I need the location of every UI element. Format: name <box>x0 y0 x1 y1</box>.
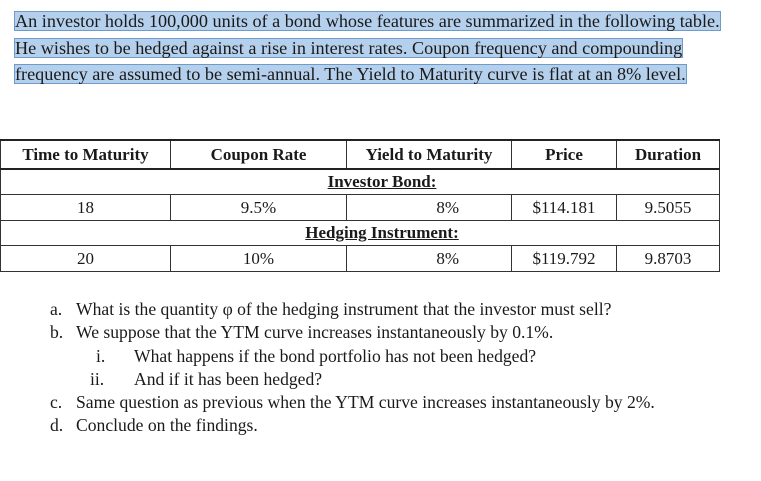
header-duration: Duration <box>616 139 720 170</box>
list-item-text: We suppose that the YTM curve increases … <box>76 322 554 343</box>
list-item: c. Same question as previous when the YTM… <box>50 391 655 414</box>
cell-price: $119.792 <box>511 245 617 272</box>
header-time-to-maturity: Time to Maturity <box>0 139 171 170</box>
list-item-text: Conclude on the findings. <box>76 415 258 436</box>
list-item-text: And if it has been hedged? <box>134 368 323 389</box>
list-item: d. Conclude on the findings. <box>50 414 655 437</box>
list-item: i. What happens if the bond portfolio has… <box>50 345 655 368</box>
cell-time-to-maturity: 18 <box>0 194 171 221</box>
section-row-investor-bond: Investor Bond: <box>0 168 720 195</box>
list-item: b. We suppose that the YTM curve increase… <box>50 321 655 344</box>
cell-duration: 9.5055 <box>616 194 720 221</box>
list-marker: a. <box>50 299 63 319</box>
header-yield-to-maturity: Yield to Maturity <box>346 139 512 170</box>
table-header-row: Time to Maturity Coupon Rate Yield to Ma… <box>0 139 720 170</box>
section-title-investor-bond: Investor Bond: <box>327 172 437 191</box>
header-coupon-rate: Coupon Rate <box>170 139 347 170</box>
header-price: Price <box>511 139 617 170</box>
list-marker: ii. <box>90 368 105 389</box>
list-item: a. What is the quantity φ of the hedging … <box>50 298 655 321</box>
list-item-text: What is the quantity φ of the hedging in… <box>76 299 612 319</box>
section-row-hedging-instrument: Hedging Instrument: <box>0 220 720 246</box>
section-title-hedging-instrument: Hedging Instrument: <box>305 223 459 242</box>
cell-coupon-rate: 10% <box>170 245 347 272</box>
table-row: 20 10% 8% $119.792 9.8703 <box>0 245 720 272</box>
cell-coupon-rate: 9.5% <box>170 194 347 221</box>
cell-yield-to-maturity: 8% <box>346 194 512 221</box>
table-row: 18 9.5% 8% $114.181 9.5055 <box>0 194 720 221</box>
list-marker: c. <box>50 392 63 413</box>
problem-statement: An investor holds 100,000 units of a bon… <box>14 8 734 88</box>
list-item: ii. And if it has been hedged? <box>50 368 655 391</box>
list-marker: d. <box>50 415 64 436</box>
list-marker: i. <box>96 345 106 366</box>
selected-text-highlight[interactable]: An investor holds 100,000 units of a bon… <box>14 11 721 84</box>
cell-time-to-maturity: 20 <box>0 245 171 272</box>
list-marker: b. <box>50 322 64 343</box>
bond-features-table: Time to Maturity Coupon Rate Yield to Ma… <box>0 139 720 272</box>
list-item-text: What happens if the bond portfolio has n… <box>134 345 537 366</box>
cell-price: $114.181 <box>511 194 617 221</box>
cell-duration: 9.8703 <box>616 245 720 272</box>
question-list: a. What is the quantity φ of the hedging … <box>50 298 655 438</box>
cell-yield-to-maturity: 8% <box>346 245 512 272</box>
list-item-text: Same question as previous when the YTM c… <box>76 392 655 413</box>
